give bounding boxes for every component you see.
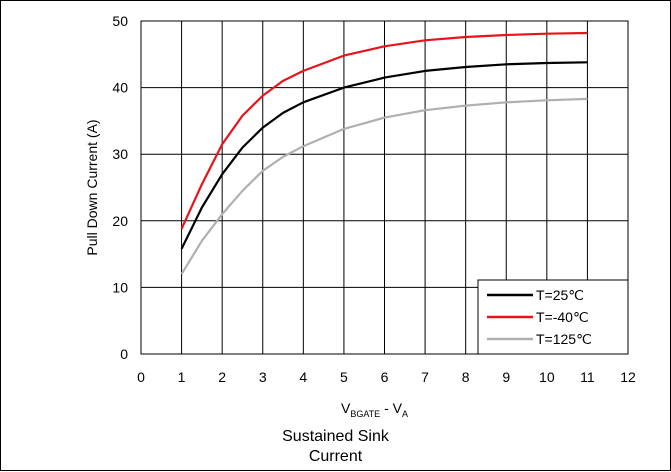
x-tick-label: 9 [502,369,510,385]
x-tick-label: 2 [218,369,226,385]
x-tick-label: 11 [580,369,595,385]
y-tick-label: 20 [112,213,128,229]
y-axis-label: Pull Down Current (A) [84,119,100,255]
y-tick-label: 30 [112,146,128,162]
series-line [180,61,588,250]
x-axis-label-main: V [341,400,351,416]
y-tick-label: 10 [112,279,128,295]
x-tick-label: 3 [259,369,267,385]
legend-label: T=25℃ [536,287,584,303]
legend: T=25℃ T=-40℃ T=125℃ [477,279,629,355]
x-axis-label-sub1: BGATE [350,409,380,419]
x-tick-label: 5 [340,369,348,385]
caption-line-2: Current [308,448,363,465]
x-tick-labels: 0 1 2 3 4 5 6 7 8 9 10 11 12 [137,369,636,385]
x-tick-label: 0 [137,369,145,385]
legend-label: T=-40℃ [536,309,589,325]
y-tick-labels: 0 10 20 30 40 50 [112,13,128,362]
top-border [0,0,671,1]
y-tick-label: 40 [112,80,128,96]
x-tick-label: 6 [381,369,389,385]
x-tick-label: 10 [539,369,555,385]
x-tick-label: 8 [462,369,470,385]
series-line [180,97,588,275]
x-axis-label-sub2: A [402,409,408,419]
legend-label: T=125℃ [536,331,592,347]
plot-border [140,20,629,355]
y-tick-label: 50 [112,13,128,29]
x-tick-label: 7 [421,369,429,385]
y-tick-label: 0 [120,346,128,362]
x-axis-label-mid: - V [380,400,402,416]
series-line [180,31,588,230]
x-tick-label: 1 [178,369,186,385]
x-tick-label: 4 [299,369,307,385]
x-axis-label: VBGATE - VA [341,400,408,419]
caption-line-1: Sustained Sink [282,428,389,445]
curves [180,31,588,275]
x-tick-label: 12 [620,369,636,385]
